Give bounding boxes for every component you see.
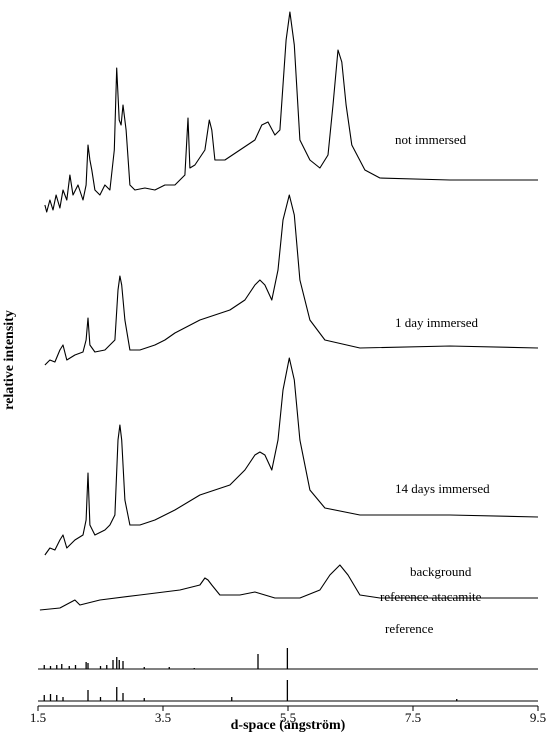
x-tick-label: 3.5 [155,710,171,725]
pattern-line [44,11,538,213]
series-label: reference [385,621,434,636]
series-label: 14 days immersed [395,481,490,496]
series-label: reference atacamite [380,589,482,604]
pattern-line [44,357,539,556]
series-label: 1 day immersed [395,315,479,330]
x-tick-label: 9.5 [530,710,546,725]
pattern-line [39,564,538,611]
y-axis-title: relative intensity [2,310,17,410]
series-label: background [410,564,472,579]
x-tick-label: 7.5 [405,710,421,725]
pattern-line [44,194,539,366]
x-axis-title: d-space (angström) [231,718,346,733]
series-label: not immersed [395,132,467,147]
x-tick-label: 1.5 [30,710,46,725]
x-tick-label: 5.5 [280,710,296,725]
